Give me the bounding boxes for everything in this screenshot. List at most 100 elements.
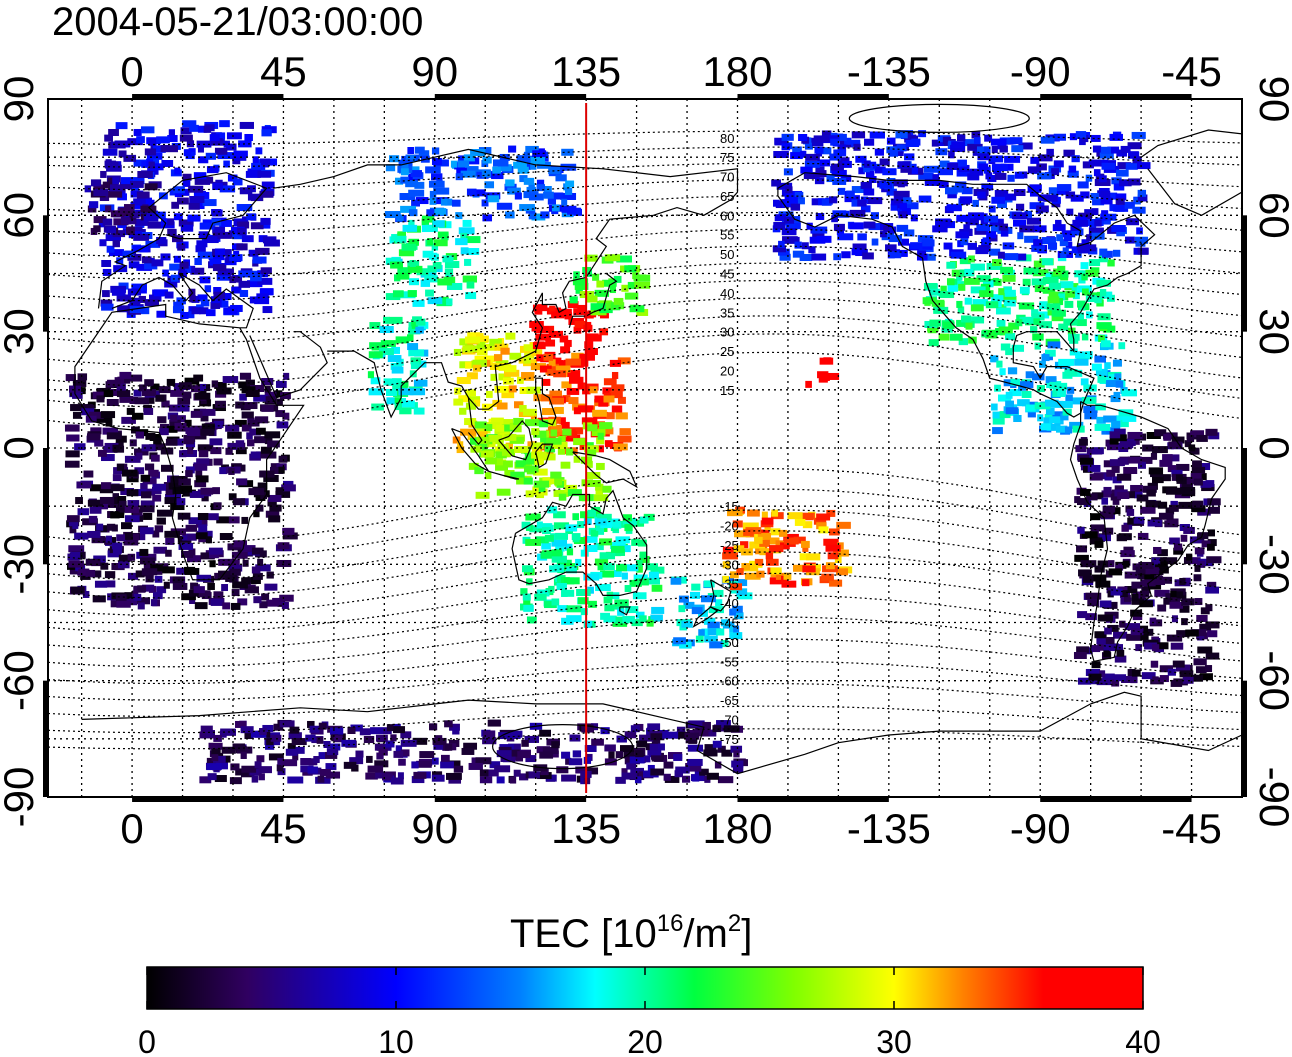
tec-cell <box>180 270 187 278</box>
tec-cell <box>1080 457 1094 465</box>
tec-cell <box>1026 217 1042 225</box>
tec-cell <box>212 183 223 191</box>
tec-cell <box>1176 463 1190 471</box>
tec-cell <box>615 412 628 420</box>
tec-cell <box>567 370 581 378</box>
tec-cell <box>410 170 422 178</box>
tec-cell <box>237 221 250 229</box>
tec-cell <box>957 159 967 167</box>
tec-cell <box>291 738 307 746</box>
tec-cell <box>444 261 460 269</box>
tec-cell <box>1025 371 1035 379</box>
tec-cell <box>1136 494 1149 502</box>
tec-cell <box>496 776 505 784</box>
tec-cell <box>217 268 230 276</box>
tec-cell <box>156 517 166 525</box>
tec-cell <box>227 268 234 276</box>
tec-cell <box>575 766 586 774</box>
tec-cell <box>627 281 639 289</box>
tec-cell <box>1104 362 1111 370</box>
tec-cell <box>163 218 175 226</box>
tec-cell <box>555 532 568 540</box>
tec-cell <box>1192 500 1204 508</box>
tec-cell <box>475 757 492 765</box>
tec-cell <box>72 379 87 387</box>
tec-cell <box>864 138 875 146</box>
tec-cell <box>118 500 127 508</box>
tec-cell <box>94 580 108 588</box>
tec-cell <box>540 436 549 444</box>
tec-cell <box>250 274 262 282</box>
tec-cell <box>207 582 215 590</box>
tec-cell <box>651 606 665 614</box>
tec-cell <box>182 173 192 181</box>
tec-cell <box>583 517 592 525</box>
tec-cell <box>831 215 838 223</box>
coastline <box>1069 400 1226 662</box>
tec-cell <box>549 397 565 405</box>
tec-cell <box>821 198 832 206</box>
tec-cell <box>461 747 475 755</box>
tec-cell <box>208 547 223 555</box>
tec-cell <box>505 179 515 187</box>
x-tick-label-top: 135 <box>551 48 621 95</box>
tec-cell <box>1072 292 1080 300</box>
tec-cell <box>76 481 92 489</box>
tec-cell <box>626 762 637 770</box>
x-tick-label-bottom: 180 <box>702 805 772 852</box>
tec-cell <box>152 483 167 491</box>
tec-cell <box>759 539 770 547</box>
tec-cell <box>1099 151 1114 159</box>
tec-cell <box>264 431 281 439</box>
tec-cell <box>936 219 952 227</box>
tec-cell <box>101 454 115 462</box>
tec-cell <box>1206 581 1217 589</box>
tec-cell <box>295 746 305 754</box>
tec-cell <box>811 198 824 206</box>
tec-cell <box>251 576 261 584</box>
tec-cell <box>205 152 217 160</box>
tec-cell <box>269 466 284 474</box>
tec-cell <box>555 365 571 373</box>
tec-cell <box>734 612 744 620</box>
tec-cell <box>800 150 807 158</box>
tec-cell <box>749 541 765 549</box>
tec-cell <box>599 328 609 336</box>
tec-cell <box>543 353 554 361</box>
tec-cell <box>1034 402 1051 410</box>
tec-cell <box>153 437 162 445</box>
tec-cell <box>1077 677 1092 685</box>
tec-cell <box>427 297 443 305</box>
tec-cell <box>636 740 648 748</box>
tec-cell <box>651 752 664 760</box>
tec-cell <box>631 538 640 546</box>
tec-cell <box>1052 411 1068 419</box>
tec-cell <box>205 536 212 544</box>
tec-cell <box>1080 262 1089 270</box>
tec-cell <box>135 570 145 578</box>
tec-cell <box>593 494 609 502</box>
tec-cell <box>828 528 840 536</box>
tec-cell <box>544 534 554 542</box>
tec-cell <box>886 177 896 185</box>
tec-cell <box>275 487 284 495</box>
tec-cell <box>977 191 986 199</box>
tec-cell <box>307 766 318 774</box>
tec-cell <box>553 522 570 530</box>
tec-cell <box>935 148 948 156</box>
tec-cell <box>1004 289 1016 297</box>
tec-cell <box>496 750 512 758</box>
tec-cell <box>811 253 827 261</box>
tec-cell <box>252 256 267 264</box>
tec-cell <box>165 438 178 446</box>
tec-cell <box>1123 201 1135 209</box>
tec-cell <box>951 185 963 193</box>
tec-cell <box>650 768 665 776</box>
tec-cell <box>195 475 209 483</box>
tec-cell <box>761 511 768 519</box>
tec-cell <box>389 316 403 324</box>
tec-cell <box>188 148 196 156</box>
tec-cell <box>171 201 180 209</box>
tec-cell <box>851 186 866 194</box>
tec-cell <box>756 570 765 578</box>
